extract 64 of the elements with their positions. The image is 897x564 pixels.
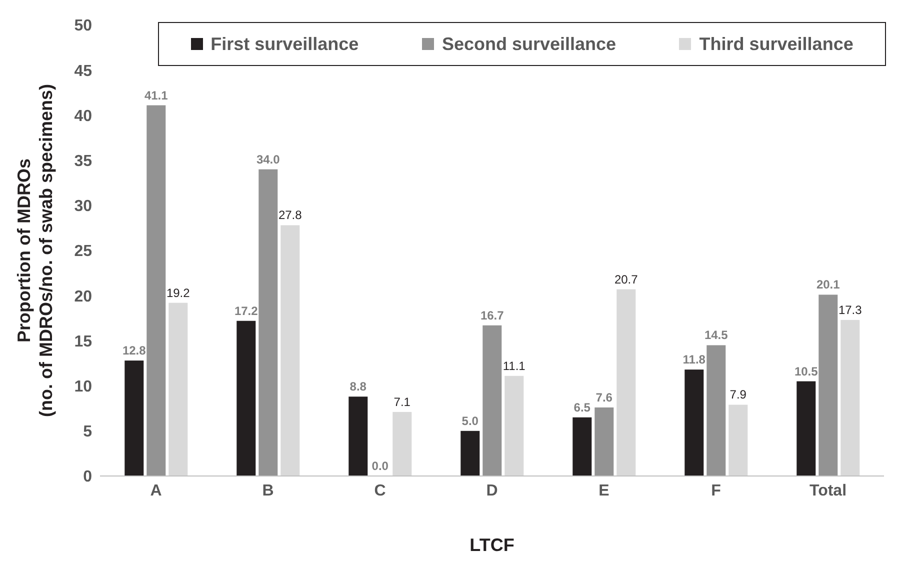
data-label: 20.1 <box>816 278 840 292</box>
bar <box>348 396 368 476</box>
legend-label: Third surveillance <box>698 34 854 54</box>
x-tick-label: E <box>598 482 610 500</box>
y-tick-label: 30 <box>74 198 92 216</box>
data-label: 11.8 <box>682 352 706 367</box>
bar <box>684 370 704 476</box>
x-axis-title: LTCF <box>470 535 514 555</box>
bar <box>482 325 502 476</box>
bar <box>728 404 748 476</box>
x-tick-label: C <box>374 482 386 500</box>
data-label: 16.7 <box>480 308 504 322</box>
bar <box>840 320 860 476</box>
data-label: 0.0 <box>372 459 389 473</box>
bar <box>146 105 166 476</box>
bar <box>236 320 256 476</box>
y-tick-label: 45 <box>74 62 92 80</box>
y-tick-label: 25 <box>74 243 92 260</box>
data-label: 5.0 <box>462 414 479 428</box>
y-tick-label: 15 <box>74 333 92 350</box>
bar <box>706 345 726 476</box>
data-label: 12.8 <box>122 344 146 358</box>
data-label: 6.5 <box>574 400 591 414</box>
x-tick-label: Total <box>809 482 847 500</box>
bar <box>168 302 188 476</box>
bar <box>796 381 816 476</box>
y-tick-label: 0 <box>83 468 92 486</box>
data-label: 10.5 <box>794 364 818 378</box>
bar <box>572 417 592 476</box>
bar <box>616 289 636 476</box>
bar <box>594 407 614 476</box>
data-label: 34.0 <box>256 152 280 166</box>
data-label: 7.6 <box>596 390 613 404</box>
x-tick-label: D <box>486 482 498 500</box>
y-axis-title: Proportion of MDROs (no. of MDROs/no. of swab specimens) <box>14 84 56 418</box>
x-tick-label: F <box>711 482 722 500</box>
data-label: 17.3 <box>838 302 862 317</box>
bar <box>124 360 144 476</box>
bar <box>504 376 524 476</box>
y-tick-label: 50 <box>74 18 92 35</box>
data-label: 19.2 <box>166 286 190 300</box>
data-label: 41.1 <box>144 88 168 102</box>
bar <box>280 225 300 476</box>
y-tick-label: 20 <box>74 288 92 306</box>
data-label: 20.7 <box>614 272 638 286</box>
bar <box>258 169 278 476</box>
y-tick-label: 40 <box>74 108 92 125</box>
bar <box>818 294 838 476</box>
legend-label: Second surveillance <box>440 34 616 54</box>
x-tick-label: B <box>262 482 274 500</box>
bar <box>460 430 480 476</box>
y-tick-label: 35 <box>74 152 92 170</box>
data-label: 27.8 <box>278 208 302 222</box>
y-tick-label: 10 <box>74 378 92 396</box>
data-label: 7.1 <box>394 394 411 409</box>
x-tick-label: A <box>150 482 162 500</box>
legend-label: First surveillance <box>210 34 359 54</box>
data-label: 8.8 <box>350 380 367 394</box>
y-tick-label: 5 <box>83 424 92 441</box>
data-label: 17.2 <box>234 304 258 318</box>
data-label: 14.5 <box>704 328 728 342</box>
data-label: 7.9 <box>730 388 747 402</box>
bar <box>392 412 412 476</box>
data-label: 11.1 <box>502 358 526 373</box>
